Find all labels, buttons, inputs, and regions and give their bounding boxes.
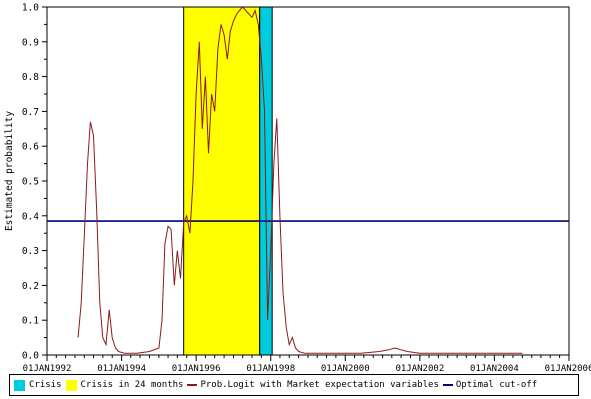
prob-logit-swatch bbox=[187, 384, 198, 386]
x-tick-label: 01JAN2006 bbox=[545, 364, 591, 372]
shaded-period-0 bbox=[183, 7, 260, 355]
y-tick-label: 0.5 bbox=[22, 177, 39, 188]
shaded-periods bbox=[183, 7, 273, 355]
plot-area bbox=[46, 6, 570, 356]
legend-label-crisis-24m: Crisis in 24 months bbox=[80, 380, 184, 390]
x-axis: 01JAN1992 01JAN1994 01JAN1996 01JAN1998 01JA… bbox=[23, 355, 591, 372]
legend: Crisis Crisis in 24 months Prob.Logit wi… bbox=[9, 374, 579, 396]
x-tick-label: 01JAN1992 bbox=[23, 364, 72, 372]
y-tick-label: 0.1 bbox=[22, 316, 39, 327]
y-axis: 0.0 0.1 0.2 0.3 0.4 0.5 0.6 0.7 0.8 0.9 1.0 bbox=[22, 3, 47, 362]
y-tick-label: 0.3 bbox=[22, 246, 39, 257]
chart: 0.0 0.1 0.2 0.3 0.4 0.5 0.6 0.7 0.8 0.9 1.0 01JAN1… bbox=[4, 3, 591, 373]
y-tick-label: 0.6 bbox=[22, 142, 39, 153]
y-tick-label: 0.2 bbox=[22, 281, 39, 292]
y-tick-label: 0.4 bbox=[22, 211, 39, 222]
legend-item-crisis: Crisis bbox=[14, 379, 62, 391]
y-tick-label: 0.7 bbox=[22, 107, 39, 118]
legend-item-cutoff: Optimal cut-off bbox=[442, 380, 538, 390]
legend-item-prob-logit: Prob.Logit with Market expectation varia… bbox=[187, 380, 439, 390]
y-axis-title: Estimated probability bbox=[4, 111, 15, 231]
legend-label-prob-logit: Prob.Logit with Market expectation varia… bbox=[200, 380, 439, 390]
legend-label-crisis: Crisis bbox=[29, 380, 62, 390]
crisis-swatch bbox=[14, 379, 25, 391]
x-tick-label: 01JAN1996 bbox=[172, 364, 221, 372]
x-tick-label: 01JAN1994 bbox=[97, 364, 146, 372]
legend-label-cutoff: Optimal cut-off bbox=[455, 380, 538, 390]
x-tick-label: 01JAN1998 bbox=[246, 364, 295, 372]
x-tick-label: 01JAN2000 bbox=[321, 364, 370, 372]
cutoff-swatch bbox=[442, 384, 453, 386]
y-tick-label: 0.8 bbox=[22, 72, 39, 83]
crisis-24m-swatch bbox=[65, 379, 77, 391]
legend-item-crisis-24m: Crisis in 24 months bbox=[65, 379, 184, 391]
y-tick-label: 1.0 bbox=[22, 3, 39, 14]
x-tick-label: 01JAN2004 bbox=[470, 364, 519, 372]
y-tick-label: 0.0 bbox=[22, 351, 39, 362]
probability-series-line bbox=[77, 6, 523, 354]
x-tick-label: 01JAN2002 bbox=[395, 364, 444, 372]
y-tick-label: 0.9 bbox=[22, 37, 39, 48]
